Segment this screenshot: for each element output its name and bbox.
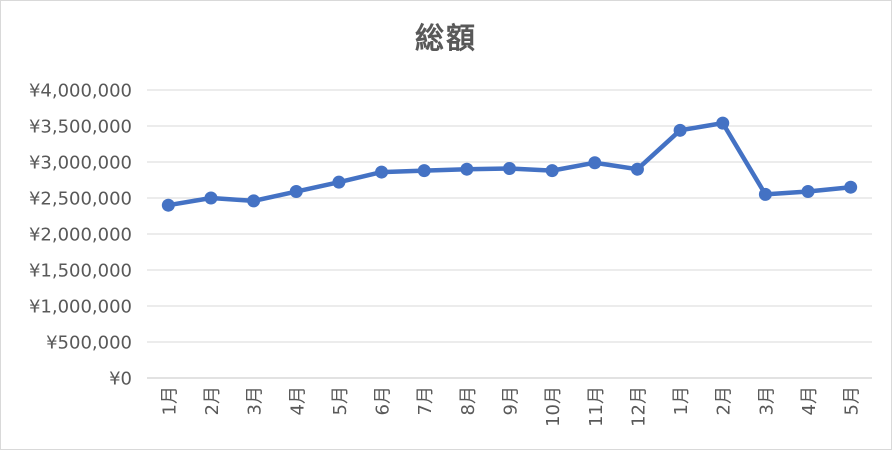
data-point-marker <box>545 164 559 178</box>
x-tick-label: 2月 <box>202 386 223 415</box>
data-point-marker <box>460 162 474 176</box>
data-point-marker <box>375 165 389 179</box>
x-tick-label: 3月 <box>756 386 777 415</box>
y-tick-label: ¥0 <box>109 369 132 390</box>
x-tick-label: 4月 <box>287 386 308 415</box>
y-tick-label: ¥2,000,000 <box>29 225 132 246</box>
data-point-marker <box>332 175 346 189</box>
data-point-marker <box>204 191 218 205</box>
x-tick-label: 5月 <box>330 386 351 415</box>
data-point-marker <box>503 161 516 175</box>
data-point-marker <box>844 180 858 194</box>
y-tick-label: ¥500,000 <box>46 333 132 354</box>
x-tick-label: 11月 <box>586 386 607 427</box>
data-point-marker <box>161 198 175 212</box>
data-point-marker <box>673 123 687 137</box>
data-point-marker <box>801 185 815 199</box>
y-tick-label: ¥1,500,000 <box>29 261 132 282</box>
x-tick-label: 7月 <box>415 386 436 415</box>
x-tick-label: 12月 <box>628 386 649 427</box>
x-tick-label: 1月 <box>671 386 692 415</box>
x-tick-label: 6月 <box>373 386 394 415</box>
y-tick-label: ¥3,000,000 <box>29 153 132 174</box>
x-tick-label: 10月 <box>543 386 564 427</box>
x-tick-label: 1月 <box>159 386 180 415</box>
data-point-marker <box>289 185 303 199</box>
y-tick-label: ¥1,000,000 <box>29 297 132 318</box>
x-tick-label: 2月 <box>714 386 735 415</box>
data-point-marker <box>716 116 730 130</box>
chart-title: 総額 <box>414 21 477 55</box>
x-tick-label: 9月 <box>501 386 522 415</box>
data-point-marker <box>588 156 602 170</box>
data-point-marker <box>630 162 644 176</box>
y-tick-label: ¥3,500,000 <box>29 117 132 138</box>
x-tick-label: 4月 <box>799 386 820 415</box>
y-tick-label: ¥4,000,000 <box>29 81 132 102</box>
x-tick-label: 3月 <box>245 386 266 415</box>
y-tick-label: ¥2,500,000 <box>29 189 132 210</box>
x-tick-label: 5月 <box>842 386 863 415</box>
data-point-marker <box>417 164 431 178</box>
x-tick-label: 8月 <box>458 386 479 415</box>
data-point-marker <box>758 187 772 201</box>
data-point-marker <box>247 194 261 208</box>
